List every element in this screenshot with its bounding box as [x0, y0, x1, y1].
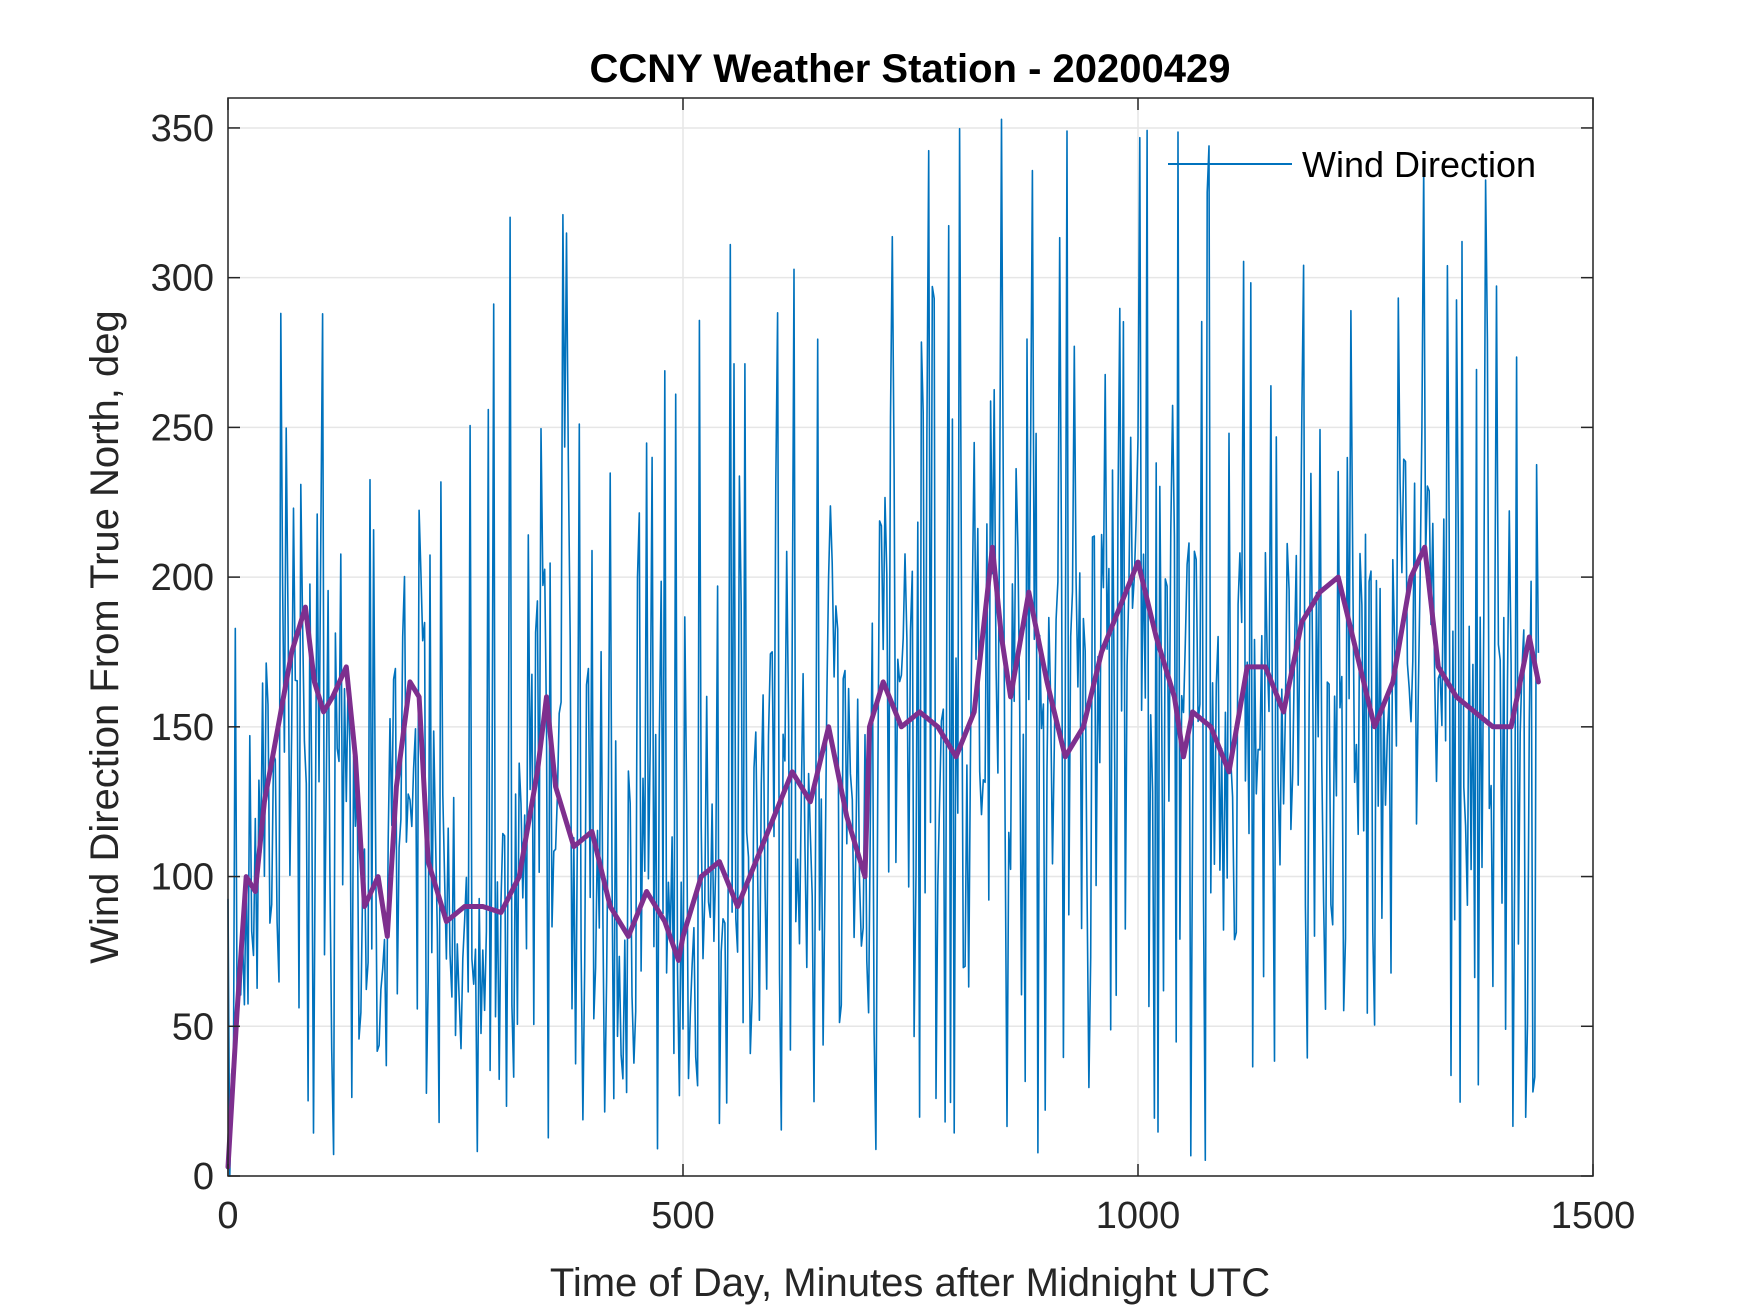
y-axis-label: Wind Direction From True North, deg — [83, 310, 127, 964]
raw-wind-direction-series — [227, 118, 1540, 1177]
smoothed-series-line — [225, 544, 1541, 1170]
x-tick-label: 0 — [217, 1195, 238, 1237]
legend: Wind Direction — [1168, 144, 1536, 185]
x-tick-label: 1500 — [1551, 1195, 1636, 1237]
y-tick-label: 250 — [151, 407, 214, 449]
y-tick-label: 100 — [151, 857, 214, 899]
raw-series-line — [227, 118, 1540, 1177]
axis-ticks: 0 500 1000 1500 0 50 100 150 200 250 300 350 — [151, 98, 1636, 1237]
y-tick-label: 350 — [151, 108, 214, 150]
smoothed-wind-direction-series — [225, 544, 1541, 1170]
y-tick-label: 50 — [172, 1006, 214, 1048]
plot-frame — [227, 97, 1594, 1177]
chart-title: CCNY Weather Station - 20200429 — [590, 47, 1231, 91]
y-tick-label: 300 — [151, 258, 214, 300]
x-axis-label: Time of Day, Minutes after Midnight UTC — [550, 1261, 1270, 1305]
y-tick-label: 200 — [151, 557, 214, 599]
y-tick-label: 0 — [193, 1156, 214, 1198]
x-tick-label: 1000 — [1096, 1195, 1181, 1237]
x-tick-label: 500 — [651, 1195, 714, 1237]
y-tick-label: 150 — [151, 707, 214, 749]
legend-label-wind-direction: Wind Direction — [1302, 144, 1536, 185]
